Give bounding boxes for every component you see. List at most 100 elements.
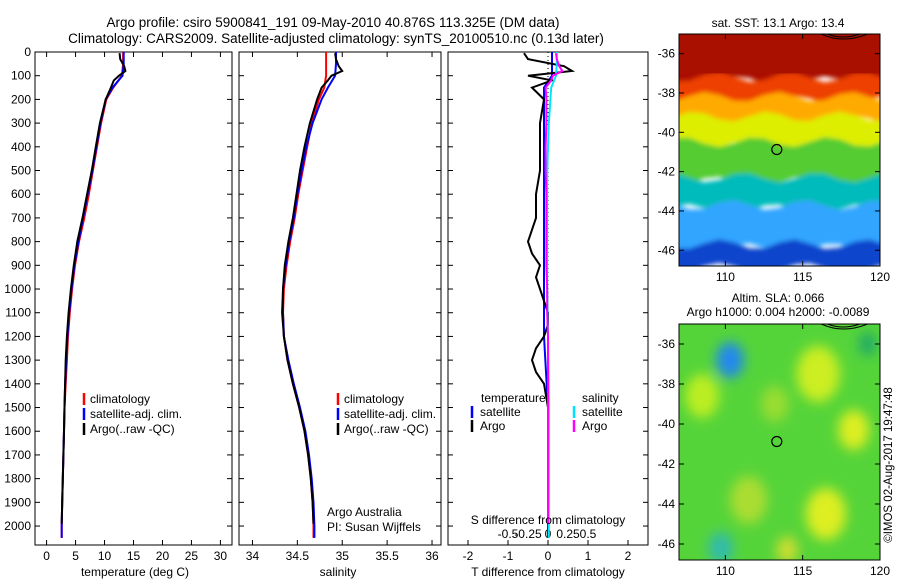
- y-tick-label: 1900: [4, 495, 31, 509]
- x-tick-label: 20: [156, 549, 170, 563]
- x-tick-label: 1: [585, 549, 592, 563]
- y-tick-label: 100: [11, 69, 31, 83]
- y-tick-label: 1100: [5, 306, 31, 320]
- difference-xlabel: T difference from climatology: [471, 565, 625, 579]
- y-tick-label: 1800: [4, 472, 31, 486]
- y-tick-label: -40: [658, 125, 676, 139]
- difference-top-label: S difference from climatology: [471, 513, 626, 527]
- y-tick-label: 1400: [4, 377, 31, 391]
- coast-contour: [827, 324, 861, 328]
- legend-header-temperature: temperature: [481, 391, 546, 405]
- sla-anomaly-blob: [685, 374, 720, 418]
- x-tick-label: 120: [870, 564, 890, 578]
- legend-label: Argo(..raw -QC): [344, 422, 429, 436]
- y-tick-label: -42: [658, 165, 676, 179]
- series-line-salinity-argo: [544, 53, 564, 524]
- s-tick-label: 0.25: [556, 527, 580, 541]
- s-tick-label: 0.5: [580, 527, 597, 541]
- x-tick-label: 5: [72, 549, 79, 563]
- sla-anomaly-blob: [716, 342, 744, 378]
- legend-label: satellite: [582, 405, 623, 419]
- y-tick-label: -46: [658, 243, 676, 257]
- legend-label: climatology: [90, 392, 150, 406]
- y-tick-label: 1500: [4, 401, 31, 415]
- series-line-argo-raw-qc-: [281, 53, 344, 524]
- salinity-annotation-line1: Argo Australia: [327, 505, 402, 519]
- sst-band: [679, 111, 880, 154]
- sla-anomaly-blob: [838, 410, 870, 450]
- coast-contour: [827, 34, 861, 38]
- x-tick-label: 34.5: [286, 549, 310, 563]
- sla-anomaly-blob: [796, 346, 840, 402]
- x-tick-label: 0: [43, 549, 50, 563]
- sla-map-title-line2: Argo h1000: 0.004 h2000: -0.0089: [687, 305, 870, 319]
- legend-label: satellite: [480, 405, 521, 419]
- x-tick-label: 110: [716, 564, 735, 578]
- y-tick-label: 1200: [4, 329, 31, 343]
- figure-title-line2: Climatology: CARS2009. Satellite-adjuste…: [68, 31, 604, 46]
- y-tick-label: -44: [658, 204, 676, 218]
- x-tick-label: 35.5: [375, 549, 399, 563]
- sst-band: [679, 239, 880, 266]
- map-field: [679, 34, 880, 266]
- sst-north-band: [679, 34, 880, 74]
- legend-label: climatology: [344, 392, 404, 406]
- x-tick-label: -1: [503, 549, 514, 563]
- float-position-marker: [771, 143, 783, 156]
- legend-label: satellite-adj. clim.: [344, 407, 436, 421]
- y-tick-label: 0: [24, 45, 31, 59]
- legend-label: Argo: [480, 419, 506, 433]
- sst-band: [679, 137, 880, 189]
- sla-anomaly-blob: [776, 536, 799, 560]
- y-tick-label: -36: [658, 47, 676, 61]
- series-line-temperature-argo: [523, 52, 576, 524]
- x-tick-label: 0: [545, 549, 552, 563]
- y-tick-label: 1000: [4, 282, 31, 296]
- x-tick-label: 115: [793, 564, 812, 578]
- x-tick-label: 15: [127, 549, 141, 563]
- sst-map-title: sat. SST: 13.1 Argo: 13.4: [712, 16, 845, 30]
- x-tick-label: 36: [425, 549, 439, 563]
- sla-anomaly-blob: [708, 532, 734, 560]
- y-tick-label: -38: [658, 377, 676, 391]
- legend-label: satellite-adj. clim.: [90, 407, 182, 421]
- x-tick-label: 110: [716, 270, 735, 284]
- map-field: [679, 324, 880, 560]
- legend-label: Argo(..raw -QC): [90, 422, 175, 436]
- sla-anomaly-blob: [730, 476, 768, 524]
- y-tick-label: 400: [11, 140, 31, 154]
- coast-contour: [821, 324, 868, 330]
- x-tick-label: 30: [214, 549, 228, 563]
- sla-anomaly-blob: [858, 332, 877, 356]
- salinity-annotation-line2: PI: Susan Wijffels: [327, 520, 421, 534]
- plot-frame: [238, 51, 442, 546]
- y-tick-label: 300: [11, 116, 31, 130]
- y-tick-label: 900: [11, 258, 31, 272]
- temperature-panel: 0 5 10 15 20 25 300100200300400500600700800900…: [4, 45, 233, 563]
- y-tick-label: 2000: [4, 519, 31, 533]
- s-tick-label: -0.25: [514, 527, 542, 541]
- series-line-argo-raw-qc-: [60, 53, 127, 524]
- sla-anomaly-blob: [805, 488, 846, 540]
- y-tick-label: 200: [11, 92, 31, 106]
- y-tick-label: -42: [658, 457, 676, 471]
- x-tick-label: 10: [98, 549, 112, 563]
- map-frame: [678, 33, 881, 267]
- sst-map-panel: 110 115 120 -36 -38 -40 -42 -44 -46: [658, 33, 890, 284]
- sla-blobs: [685, 332, 877, 560]
- y-tick-label: -46: [658, 537, 676, 551]
- y-tick-label: 800: [11, 235, 31, 249]
- x-tick-label: 115: [793, 270, 812, 284]
- y-tick-label: 1700: [4, 448, 31, 462]
- x-tick-label: -2: [463, 549, 474, 563]
- y-tick-label: -40: [658, 417, 676, 431]
- y-tick-label: 600: [11, 187, 31, 201]
- sla-anomaly-blob: [760, 386, 789, 422]
- x-tick-label: 2: [625, 549, 632, 563]
- x-tick-label: 25: [185, 549, 199, 563]
- figure-title-line1: Argo profile: csiro 5900841_191 09-May-2…: [106, 15, 559, 30]
- y-tick-label: 1300: [4, 353, 31, 367]
- y-tick-label: -38: [658, 86, 676, 100]
